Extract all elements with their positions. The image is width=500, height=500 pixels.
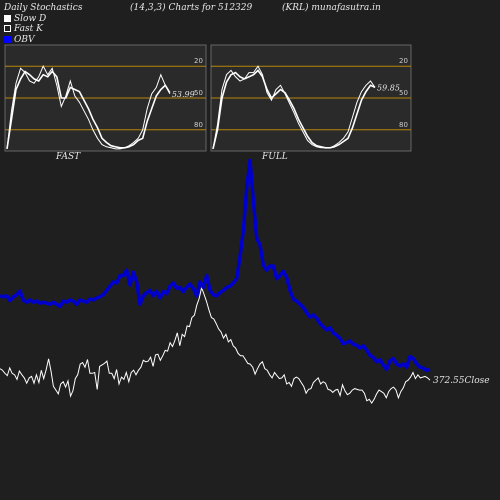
- chart-params: (14,3,3) Charts for 512329: [130, 3, 253, 13]
- obv-line: [0, 158, 431, 373]
- slow-d-swatch: [4, 15, 11, 22]
- legend-fast-k-label: Fast K: [14, 24, 43, 34]
- full-panel-label: FULL: [262, 152, 288, 162]
- full-ytick-label: 50: [399, 89, 408, 97]
- legend-slow-d: Slow D: [4, 14, 46, 24]
- legend-slow-d-label: Slow D: [14, 14, 47, 24]
- full-last-value-label: 59.85: [377, 83, 400, 92]
- full-slow-d-line: [212, 69, 376, 150]
- chart-symbol: (KRL) munafasutra.in: [282, 3, 381, 13]
- legend-obv: OBV: [4, 35, 35, 45]
- full-fast-k-line: [212, 65, 376, 149]
- fast-fast-k-line: [6, 65, 171, 150]
- fast-ytick-label: 80: [194, 121, 203, 129]
- close-last-value-label: 372.55Close: [433, 376, 490, 386]
- close-price-line: [0, 285, 431, 405]
- chart-title: Daily Stochastics: [4, 3, 83, 13]
- fast-panel-label: FAST: [56, 152, 81, 162]
- fast-k-swatch: [4, 25, 11, 32]
- obv-swatch: [4, 36, 11, 43]
- fast-ytick-label: 20: [194, 57, 203, 65]
- fast-last-value-label: 53.99: [172, 90, 195, 99]
- legend-obv-label: OBV: [14, 35, 35, 45]
- full-ytick-label: 20: [399, 57, 408, 65]
- full-ytick-label: 80: [399, 121, 408, 129]
- fast-slow-d-line: [6, 70, 171, 150]
- fast-ytick-label: 50: [194, 89, 203, 97]
- legend-fast-k: Fast K: [4, 24, 43, 34]
